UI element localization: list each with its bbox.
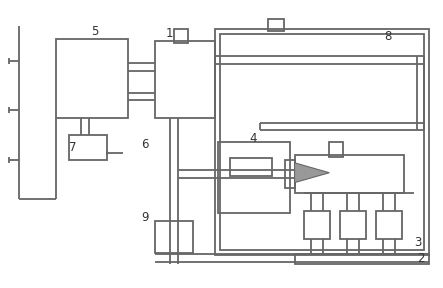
Bar <box>376 211 402 239</box>
Bar <box>230 158 272 176</box>
Bar <box>155 221 193 253</box>
Bar <box>218 142 290 213</box>
Bar <box>56 39 128 118</box>
Bar <box>295 254 429 264</box>
Text: 2: 2 <box>417 252 424 265</box>
Bar <box>329 142 343 157</box>
Text: 7: 7 <box>69 141 77 154</box>
Bar <box>174 29 188 43</box>
Text: 3: 3 <box>414 236 421 249</box>
Bar <box>69 135 107 160</box>
Text: 1: 1 <box>165 26 173 39</box>
Bar <box>340 211 366 239</box>
Text: 5: 5 <box>91 24 98 38</box>
Polygon shape <box>295 163 329 183</box>
Bar <box>268 19 284 31</box>
Bar <box>155 41 215 118</box>
Text: 4: 4 <box>250 132 257 145</box>
Bar <box>284 160 295 187</box>
Text: 9: 9 <box>141 211 148 224</box>
Text: 6: 6 <box>141 139 148 151</box>
Bar <box>220 34 424 250</box>
Bar <box>295 155 404 192</box>
Bar <box>215 29 429 255</box>
Bar <box>304 211 330 239</box>
Text: 8: 8 <box>384 30 391 43</box>
